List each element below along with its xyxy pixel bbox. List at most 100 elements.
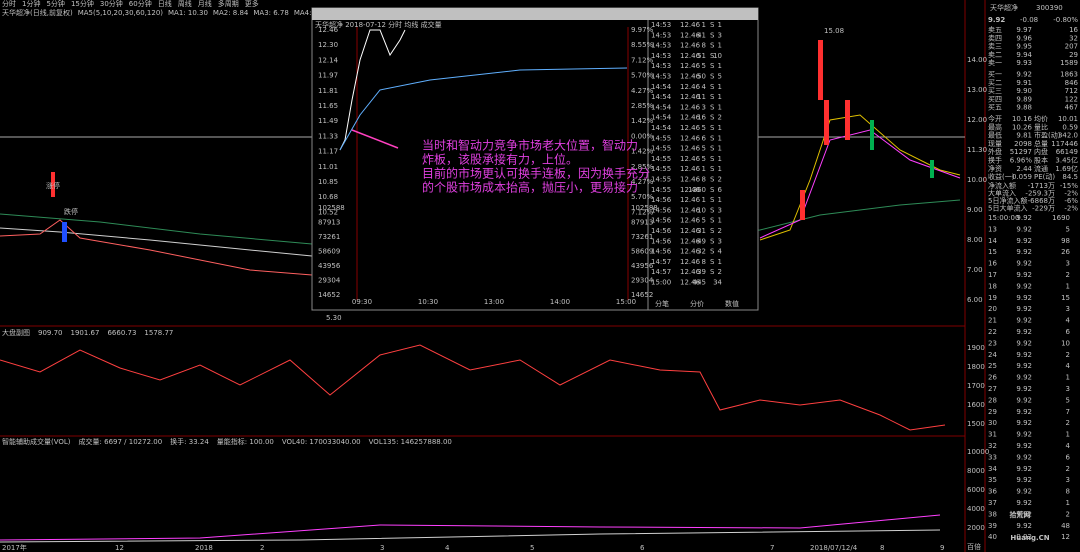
trade-cell: 4	[702, 83, 707, 91]
tab[interactable]: 分价	[690, 299, 704, 308]
toolbar-tab[interactable]: 分时	[2, 0, 16, 8]
trade-cell: S	[710, 268, 715, 276]
annotation: 的个股市场成本抬高，抛压小，更易接力	[422, 180, 638, 195]
price-tick: 11.97	[318, 72, 338, 80]
tick-row: 1	[1066, 499, 1070, 507]
tick-row: 33	[988, 453, 997, 461]
axis-label: 8000	[967, 467, 985, 475]
trade-cell: 12.46	[680, 165, 701, 173]
tick-row: 9.92	[1016, 396, 1032, 404]
vol-tick: 14652	[318, 291, 340, 299]
price-tick: 11.17	[318, 148, 338, 156]
trade-cell: 12.46	[680, 206, 701, 214]
book-vol: 32	[1069, 34, 1078, 42]
tick-row: 28	[988, 396, 997, 404]
stock-code: 300390	[1036, 4, 1063, 12]
price-tick: 10.52	[318, 208, 338, 216]
tick-row: 9.92	[1016, 282, 1032, 290]
tick-row: 3	[1066, 305, 1070, 313]
trade-cell: 12.46	[680, 217, 701, 225]
date-label: 8	[880, 544, 884, 552]
toolbar-tab[interactable]: 5分钟	[46, 0, 64, 8]
toolbar-tab[interactable]: 1分钟	[22, 0, 40, 8]
trade-cell: 2	[718, 114, 722, 122]
trade-cell: 14:53	[651, 31, 671, 39]
vol-tick: 58609	[318, 248, 340, 256]
vol-tick: 14652	[631, 291, 653, 299]
legend-item: 成交量: 6697 / 10272.00	[79, 437, 163, 446]
trade-cell: 1	[718, 93, 722, 101]
book-price: 9.95	[1016, 43, 1032, 51]
trade-cell: S	[710, 83, 715, 91]
legend-item: MA1: 10.30	[168, 9, 208, 17]
tick-row: 16	[988, 260, 997, 268]
tick-row: 9.92	[1016, 510, 1032, 518]
toolbar-tab[interactable]: 更多	[245, 0, 259, 8]
tick-row: 15	[1061, 294, 1070, 302]
tick-row: 1	[1066, 431, 1070, 439]
trade-cell: 50	[697, 73, 706, 81]
price-tick: 12.46	[318, 26, 339, 34]
trade-cell: S	[710, 93, 715, 101]
price-tick: 11.33	[318, 132, 338, 140]
legend-item: 1578.77	[144, 329, 173, 337]
trade-cell: 14:57	[651, 268, 671, 276]
trade-cell: S	[710, 217, 715, 225]
toolbar-tab[interactable]: 多周期	[218, 0, 239, 8]
tick-row: 5	[1066, 225, 1070, 233]
tick-row: 21	[988, 317, 997, 325]
trade-cell: S	[710, 21, 715, 29]
axis-label: 百倍	[967, 542, 981, 551]
toolbar-tab[interactable]: 30分钟	[100, 0, 123, 8]
tab[interactable]: 分笔	[655, 299, 669, 308]
trade-cell: S	[710, 31, 715, 39]
date-label: 2018/07/12/4	[810, 544, 858, 552]
tick-row: 12	[1061, 533, 1070, 541]
stat: 内盘	[1034, 147, 1048, 156]
trade-cell: 1	[718, 21, 722, 29]
date-label: 2	[260, 544, 264, 552]
book-side: 卖二	[988, 51, 1002, 59]
stat: 1.69亿	[1055, 164, 1078, 173]
trade-cell: 12.46	[680, 268, 701, 276]
trade-cell: 445	[693, 279, 706, 287]
flow: -6%	[1064, 197, 1078, 205]
toolbar-tab[interactable]: 60分钟	[129, 0, 152, 8]
toolbar-tab[interactable]: 日线	[158, 0, 172, 8]
tick-row: 9.92	[1016, 362, 1032, 370]
trade-cell: S	[710, 165, 715, 173]
date-label: 3	[380, 544, 384, 552]
tick-row: 9.92	[1016, 339, 1032, 347]
toolbar-tab[interactable]: 15分钟	[71, 0, 94, 8]
pct-tick: 5.70%	[631, 193, 654, 201]
trade-cell: 14:53	[651, 42, 671, 50]
tick-row: 1	[1066, 374, 1070, 382]
axis-label: 13.00	[967, 86, 987, 94]
trade-cell: 1	[718, 258, 722, 266]
trade-cell: 1	[702, 21, 706, 29]
book-side: 买五	[988, 104, 1002, 112]
trade-cell: 14:55	[651, 176, 671, 184]
trade-cell: S	[710, 52, 715, 60]
trade-cell: 14:56	[651, 196, 672, 204]
stat: 总量	[1034, 139, 1048, 148]
book-price: 9.97	[1016, 26, 1032, 34]
popup-titlebar	[312, 8, 758, 20]
decor-candles	[51, 40, 934, 242]
toolbar-tab[interactable]: 周线	[178, 0, 192, 8]
axis-label: 12.00	[967, 116, 987, 124]
vol-tick: 43956	[631, 262, 654, 270]
trade-cell: 8	[702, 258, 706, 266]
tick-row: 9.92	[1016, 453, 1032, 461]
flow: -6868万	[1028, 197, 1055, 205]
tick-row: 9.92	[1016, 214, 1032, 222]
trade-cell: 12.46	[680, 124, 701, 132]
toolbar-tab[interactable]: 月线	[198, 0, 212, 8]
trade-cell: 14:56	[651, 248, 672, 256]
pct-tick: 8.55%	[631, 41, 654, 49]
trade-cell: 5	[702, 62, 706, 70]
stat: 2098	[1014, 140, 1032, 148]
tab[interactable]: 数值	[725, 299, 739, 308]
trade-cell: 5	[702, 155, 706, 163]
flow: -259.3万	[1025, 190, 1055, 198]
